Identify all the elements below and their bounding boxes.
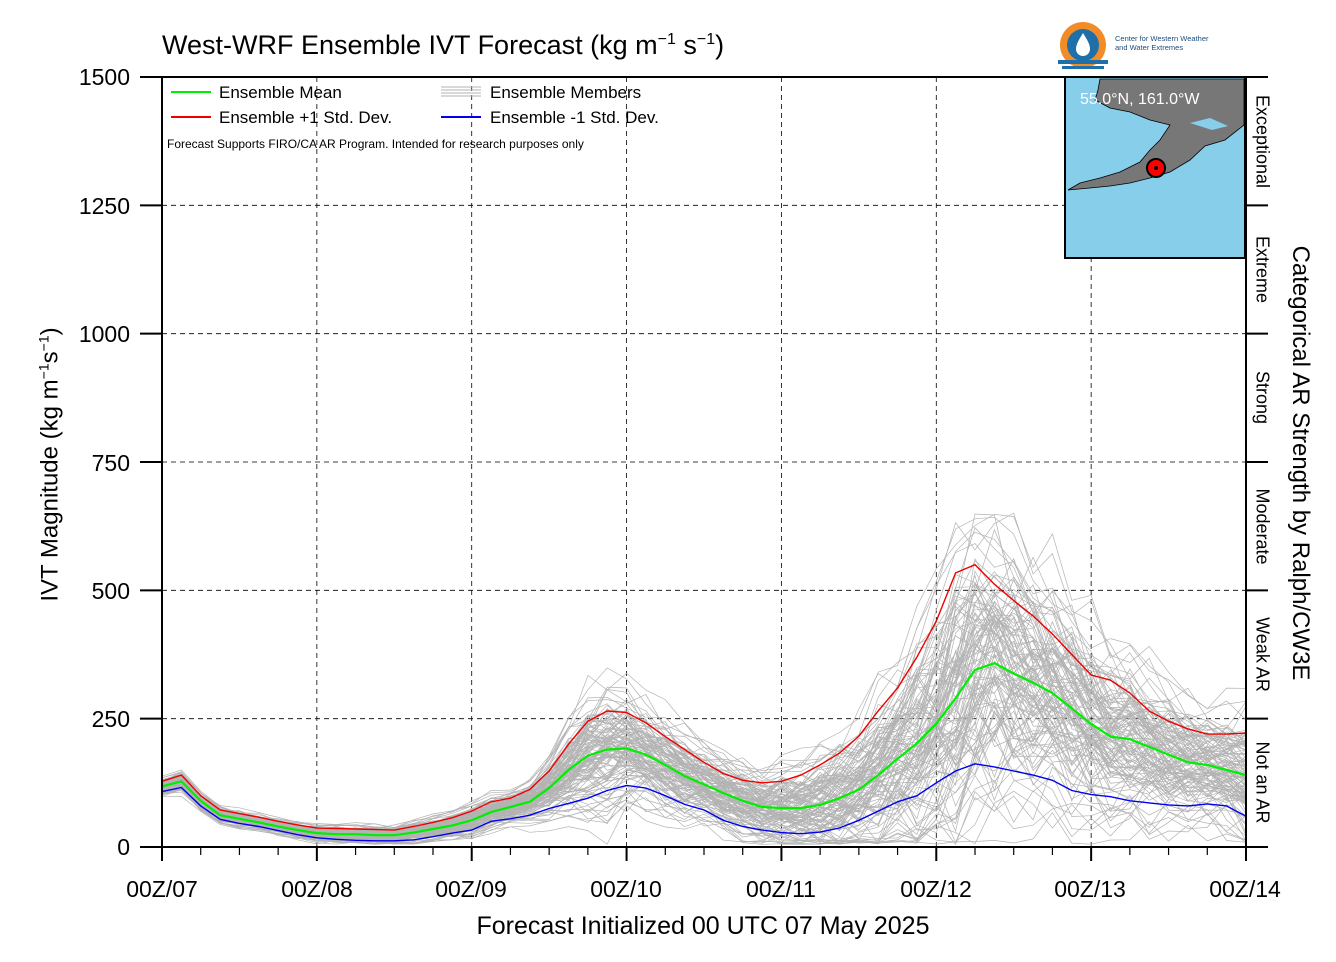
ensemble-member-line (161, 729, 1247, 844)
ensemble-member-line (161, 574, 1247, 832)
ensemble-member-line (161, 531, 1247, 831)
x-tick-label: 00Z/13 (1054, 876, 1126, 902)
ensemble-member-line (161, 774, 1247, 844)
x-tick-label: 00Z/12 (900, 876, 972, 902)
ensemble-member-line (161, 578, 1247, 833)
ensemble-member-line (161, 720, 1247, 843)
x-tick-label: 00Z/11 (746, 876, 816, 902)
ensemble-member-line (161, 608, 1247, 835)
ensemble-member-line (161, 614, 1247, 835)
ar-category-label: Not an AR (1252, 741, 1273, 824)
water-drop-logo-icon (1058, 22, 1108, 69)
y-axis-title: IVT Magnitude (kg m−1s−1) (35, 327, 64, 602)
ensemble-member-line (161, 516, 1247, 829)
ensemble-member-line (161, 642, 1247, 836)
ensemble-member-lines (161, 512, 1247, 846)
y-tick-label: 500 (91, 578, 130, 604)
ar-category-label: Extreme (1252, 235, 1273, 304)
x-tick-label: 00Z/09 (435, 876, 507, 902)
legend-plus-label: Ensemble +1 Std. Dev. (219, 108, 393, 127)
y-tick-label: 1500 (78, 64, 130, 90)
y-tick-label: 1000 (78, 321, 130, 347)
legend-members-label: Ensemble Members (490, 83, 642, 102)
series-lines (161, 563, 1247, 842)
y-tick-label: 0 (117, 834, 130, 860)
legend-members-swatch (441, 86, 481, 97)
ensemble-member-line (161, 612, 1247, 834)
ensemble-member-line (161, 779, 1247, 845)
ensemble-member-line (161, 557, 1247, 831)
series-line-minus (161, 763, 1247, 842)
ensemble-member-line (161, 614, 1247, 837)
x-tick-label: 00Z/10 (590, 876, 662, 902)
disclaimer-note: Forecast Supports FIRO/CA AR Program. In… (167, 137, 584, 151)
ensemble-member-line (161, 512, 1247, 830)
ar-category-label: Weak AR (1252, 617, 1273, 692)
ensemble-member-line (161, 682, 1247, 840)
x-axis-title: Forecast Initialized 00 UTC 07 May 2025 (476, 912, 930, 940)
y-tick-label: 750 (91, 450, 130, 476)
ensemble-member-line (161, 714, 1247, 840)
ensemble-member-line (161, 640, 1247, 837)
inset-location-label: 55.0°N, 161.0°W (1080, 91, 1200, 108)
ensemble-member-line (161, 725, 1247, 845)
legend-minus-label: Ensemble -1 Std. Dev. (490, 108, 659, 127)
y-tick-label: 1250 (78, 193, 130, 219)
series-line-mean (161, 662, 1247, 837)
ar-category-label: Moderate (1252, 488, 1273, 565)
y-tick-label: 250 (91, 706, 130, 732)
x-tick-label: 00Z/14 (1209, 876, 1281, 902)
ar-category-label: Strong (1252, 370, 1273, 425)
series-line-plus (161, 563, 1247, 831)
chart-title: West-WRF Ensemble IVT Forecast (kg m−1 s… (162, 30, 725, 60)
x-tick-label: 00Z/08 (281, 876, 353, 902)
axis-ticks (140, 76, 1268, 861)
ar-category-label: Exceptional (1252, 94, 1273, 189)
right-axis-title: Categorical AR Strength by Ralph/CW3E (1287, 245, 1314, 681)
legend-mean-label: Ensemble Mean (219, 83, 342, 102)
ensemble-member-line (161, 513, 1247, 828)
inset-map (1064, 76, 1246, 259)
x-tick-label: 00Z/07 (126, 876, 198, 902)
logo-text: Center for Western Weather and Water Extr… (1115, 34, 1209, 52)
